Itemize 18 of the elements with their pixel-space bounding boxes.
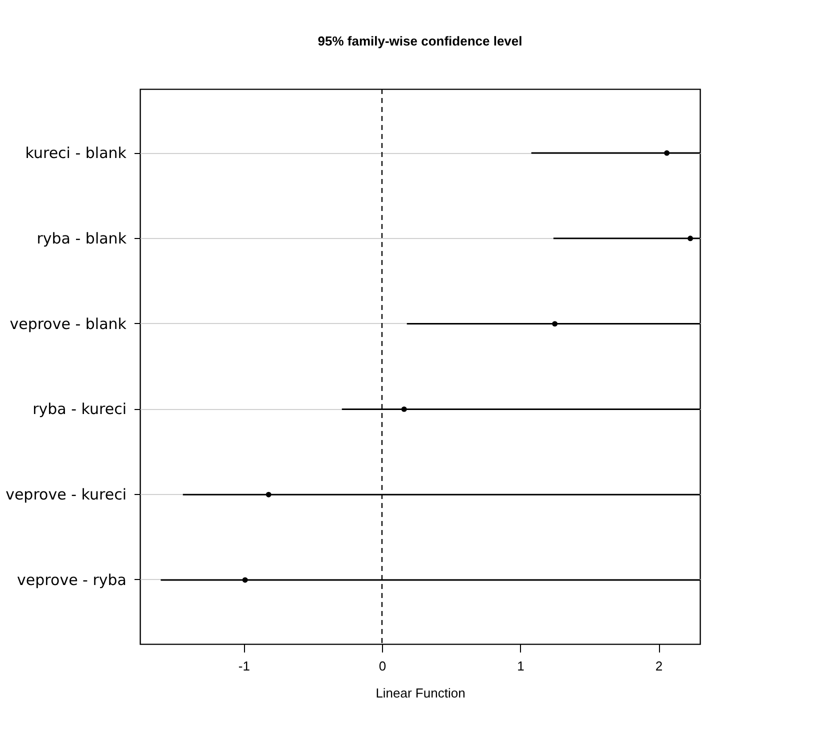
y-tick-label: ryba - kureci (32, 400, 126, 418)
point (664, 150, 670, 156)
x-tick-label: -1 (238, 658, 250, 674)
y-tick-label: veprove - blank (10, 314, 127, 333)
point (688, 236, 694, 242)
chart-title: 95% family-wise confidence level (318, 33, 522, 48)
y-tick-label: kureci - blank (25, 144, 127, 162)
point (242, 577, 248, 583)
y-tick-label: ryba - blank (36, 229, 127, 248)
y-tick-label: veprove - ryba (17, 570, 126, 589)
y-tick-label: veprove - kureci (6, 486, 126, 504)
point (266, 492, 272, 498)
point (401, 406, 407, 412)
x-axis-title: Linear Function (376, 686, 466, 700)
x-tick-label: 0 (378, 658, 386, 674)
x-tick-label: 1 (517, 658, 524, 674)
x-tick-label: 2 (655, 658, 663, 674)
point (552, 321, 558, 327)
